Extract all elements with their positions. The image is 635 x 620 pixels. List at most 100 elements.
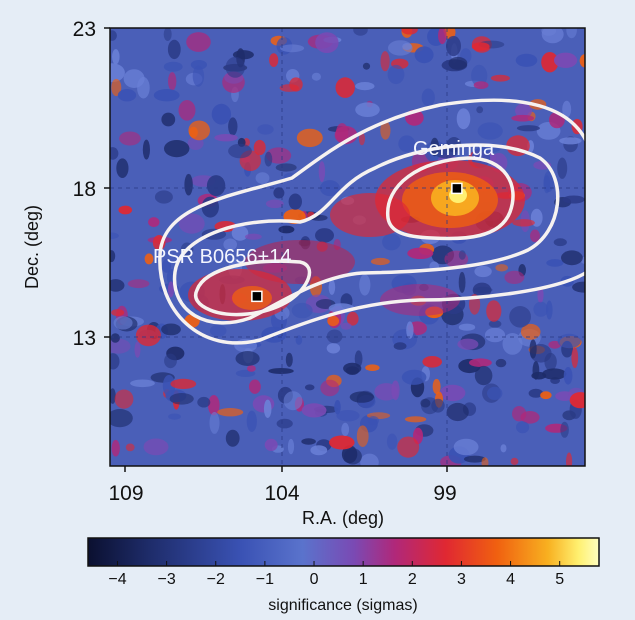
noise-blob	[278, 225, 295, 234]
noise-blob	[406, 321, 414, 339]
noise-blob	[225, 56, 245, 78]
noise-blob	[235, 351, 260, 366]
y-axis: 23 18 13 Dec. (deg)	[22, 18, 110, 350]
noise-blob	[168, 72, 177, 91]
noise-blob	[401, 28, 418, 35]
noise-blob	[263, 399, 272, 418]
noise-blob	[228, 117, 238, 136]
noise-blob	[488, 320, 502, 328]
noise-blob	[110, 333, 120, 343]
noise-blob	[530, 229, 540, 243]
noise-blob	[253, 139, 266, 156]
noise-blob	[484, 327, 506, 343]
noise-blob	[169, 393, 194, 405]
noise-blob	[421, 88, 435, 107]
noise-blob	[476, 106, 484, 114]
noise-blob	[127, 279, 150, 289]
noise-blob	[546, 300, 553, 320]
noise-blob	[407, 247, 434, 259]
noise-blob	[327, 315, 340, 327]
noise-blob	[557, 157, 568, 179]
noise-blob	[380, 121, 391, 140]
noise-blob	[335, 77, 355, 98]
geminga-marker	[451, 182, 463, 195]
noise-blob	[541, 28, 557, 36]
noise-blob	[301, 438, 316, 445]
noise-blob	[448, 56, 468, 70]
noise-blob	[504, 270, 525, 284]
noise-blob	[192, 65, 205, 87]
colorbar-tick-label: 4	[506, 571, 515, 588]
noise-blob	[326, 329, 343, 344]
noise-blob	[520, 323, 541, 340]
source-label-psr: PSR B0656+14	[153, 246, 291, 268]
y-axis-title: Dec. (deg)	[22, 205, 42, 289]
noise-blob	[288, 193, 302, 210]
noise-blob	[446, 35, 461, 57]
noise-blob	[566, 28, 577, 39]
colorbar-tick-label: −4	[108, 571, 126, 588]
noise-blob	[334, 400, 341, 415]
noise-blob	[125, 443, 135, 452]
noise-blob	[528, 388, 544, 398]
noise-blob	[296, 128, 323, 148]
noise-blob	[474, 265, 492, 278]
noise-blob	[257, 124, 274, 135]
colorbar-gradient	[87, 537, 600, 567]
noise-blob	[148, 217, 160, 228]
noise-blob	[446, 402, 469, 422]
colorbar-ticks: −4 −3 −2 −1 0 1 2 3 4 5	[108, 561, 564, 588]
noise-blob	[280, 44, 305, 53]
colorbar-title: significance (sigmas)	[268, 597, 417, 614]
noise-blob	[370, 257, 390, 266]
noise-blob	[495, 264, 509, 272]
noise-blob	[110, 250, 116, 263]
source-markers	[251, 182, 463, 303]
noise-blob	[404, 416, 427, 423]
noise-blob	[276, 418, 293, 429]
noise-blob	[162, 374, 176, 397]
colorbar-tick-label: 0	[310, 571, 319, 588]
noise-blob	[178, 213, 205, 234]
noise-blob	[393, 342, 407, 350]
noise-blob	[358, 132, 365, 146]
noise-blob	[167, 281, 175, 298]
noise-blob	[110, 353, 120, 370]
noise-blob	[511, 406, 527, 422]
noise-blob	[487, 386, 503, 400]
noise-blob	[562, 100, 572, 118]
noise-blob	[515, 103, 533, 119]
noise-blob	[579, 54, 585, 68]
noise-blob	[439, 384, 466, 402]
noise-blob	[217, 408, 244, 417]
noise-blob	[245, 233, 262, 240]
noise-blob	[269, 53, 279, 67]
grid	[110, 28, 585, 466]
noise-blob	[329, 435, 355, 450]
noise-blob	[548, 340, 561, 349]
noise-blob	[163, 61, 183, 72]
noise-blob	[343, 362, 362, 375]
noise-blob	[382, 233, 401, 251]
colorbar-tick-label: −1	[256, 571, 274, 588]
noise-blob	[266, 147, 292, 164]
noise-blob	[184, 173, 193, 196]
noise-blob	[359, 274, 371, 296]
noise-blob	[320, 379, 340, 397]
noise-blob	[285, 352, 293, 367]
noise-blob	[355, 82, 375, 91]
x-tick-label-109: 109	[108, 482, 143, 505]
noise-blob	[264, 151, 273, 167]
noise-blob	[510, 457, 519, 465]
noise-blob	[541, 52, 559, 73]
noise-blob	[569, 392, 585, 409]
noise-blob	[265, 199, 284, 209]
noise-blob	[208, 395, 220, 416]
noise-blob	[516, 125, 540, 132]
noise-blob	[458, 250, 466, 260]
noise-blob	[163, 28, 172, 41]
noise-blob	[123, 69, 145, 88]
significance-contours	[158, 98, 585, 345]
noise-blob	[391, 380, 400, 401]
